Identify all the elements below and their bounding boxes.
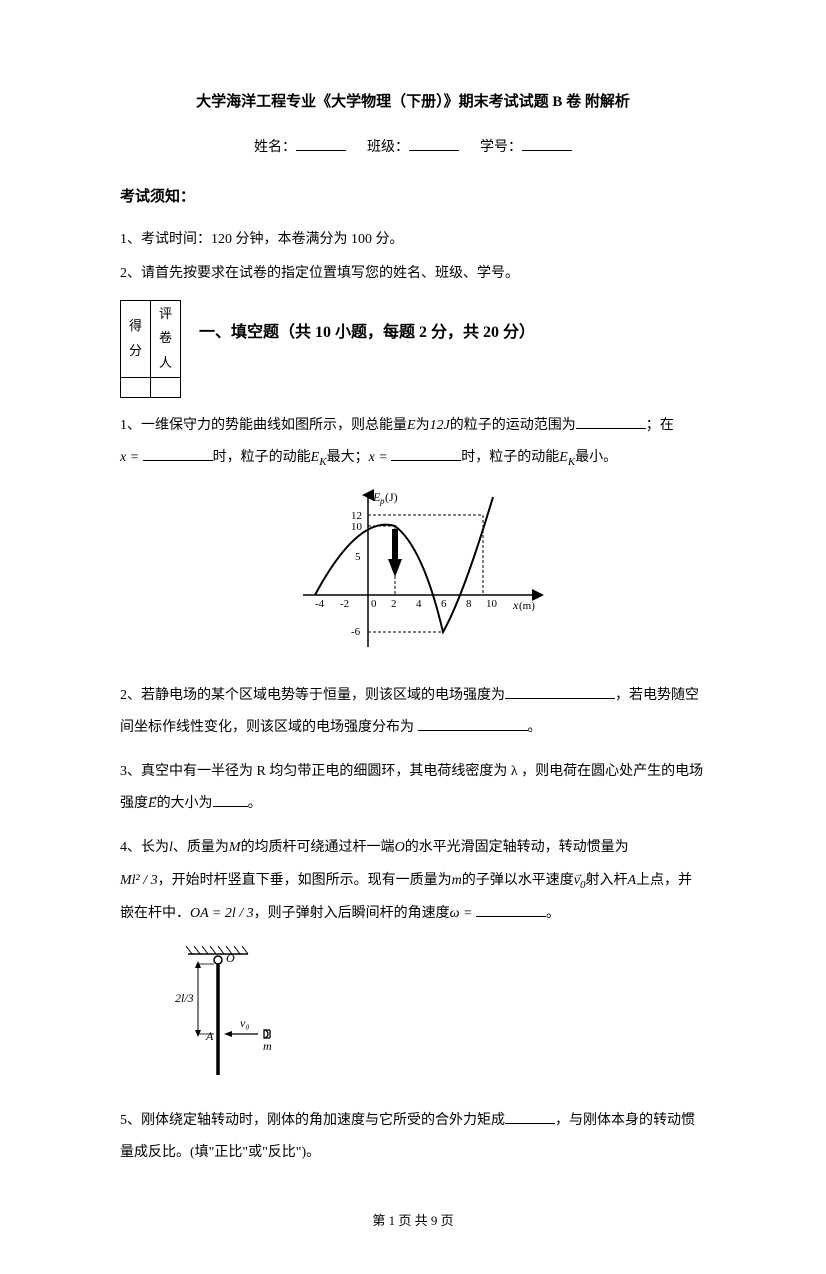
exam-title: 大学海洋工程专业《大学物理（下册）》期末考试试题 B 卷 附解析 <box>120 88 706 117</box>
id-label: 学号： <box>480 140 522 155</box>
score-blank1[interactable] <box>121 377 151 397</box>
svg-text:A: A <box>205 1029 214 1043</box>
class-blank[interactable] <box>409 137 459 151</box>
q3-suffix: 。 <box>248 796 262 811</box>
id-blank[interactable] <box>522 137 572 151</box>
q1-blank2[interactable] <box>143 447 213 461</box>
q1-mid2: ；在 <box>646 418 674 433</box>
q4-ml2: Ml² / 3 <box>120 873 158 888</box>
instruction-1: 1、考试时间：120 分钟，本卷满分为 100 分。 <box>120 227 706 254</box>
q4-O: O <box>395 840 405 855</box>
svg-text:O: O <box>226 951 235 965</box>
q1-ek2: EK <box>559 450 575 465</box>
svg-text:-6: -6 <box>351 626 361 638</box>
q4-mid3: 的水平光滑固定轴转动，转动惯量为 <box>405 840 629 855</box>
q4-A: A <box>627 873 636 888</box>
svg-text:-2: -2 <box>340 598 349 610</box>
rod-diagram: 2l/3 O A v₀ m <box>170 942 290 1082</box>
q4-mid1: 、质量为 <box>173 840 229 855</box>
q2-blank2[interactable] <box>418 717 528 731</box>
class-label: 班级： <box>367 140 409 155</box>
score-blank2[interactable] <box>151 377 181 397</box>
q5-prefix: 5、刚体绕定轴转动时，刚体的角加速度与它所受的合外力矩成 <box>120 1113 505 1128</box>
q4-suffix: 。 <box>546 906 560 921</box>
potential-curve-chart: 12 10 5 -6 -4 -2 0 2 4 6 8 10 E p (J) x … <box>273 487 553 657</box>
score-col2: 评卷人 <box>151 300 181 377</box>
q4-v0: →v0 <box>574 873 586 888</box>
svg-text:(J): (J) <box>385 490 398 504</box>
q4-mid2: 的均质杆可绕通过杆一端 <box>241 840 395 855</box>
q1-x1: x = <box>120 450 139 465</box>
q1-x2: x = <box>369 450 388 465</box>
question-5: 5、刚体绕定轴转动时，刚体的角加速度与它所受的合外力矩成，与刚体本身的转动惯量成… <box>120 1105 706 1169</box>
svg-text:6: 6 <box>441 598 447 610</box>
q1-blank3[interactable] <box>391 447 461 461</box>
svg-text:10: 10 <box>351 521 363 533</box>
q2-blank1[interactable] <box>505 685 615 699</box>
svg-text:2l/3: 2l/3 <box>175 991 194 1005</box>
q1-ek: EK <box>311 450 327 465</box>
section1-title: 一、填空题（共 10 小题，每题 2 分，共 20 分） <box>199 300 535 348</box>
instructions-header: 考试须知： <box>120 183 706 212</box>
q1-mid3: 时，粒子的动能 <box>213 450 311 465</box>
q4-blank[interactable] <box>476 903 546 917</box>
q4-mid5: 的子弹以水平速度 <box>462 873 574 888</box>
question-2: 2、若静电场的某个区域电势等于恒量，则该区域的电场强度为，若电势随空间坐标作线性… <box>120 680 706 744</box>
q2-prefix: 2、若静电场的某个区域电势等于恒量，则该区域的电场强度为 <box>120 688 505 703</box>
q1-mid4: 最大； <box>327 450 369 465</box>
score-table: 得分 评卷人 <box>120 300 181 398</box>
student-info-line: 姓名： 班级： 学号： <box>120 135 706 162</box>
instruction-2: 2、请首先按要求在试卷的指定位置填写您的姓名、班级、学号。 <box>120 261 706 288</box>
q1-mid6: 最小。 <box>575 450 617 465</box>
svg-text:v₀: v₀ <box>240 1016 250 1030</box>
q1-val: 12J <box>430 418 450 433</box>
q4-mid6: 射入杆 <box>585 873 627 888</box>
q4-mid4: ，开始时杆竖直下垂，如图所示。现有一质量为 <box>158 873 452 888</box>
svg-text:10: 10 <box>486 598 498 610</box>
question-4: 4、长为l、质量为M的均质杆可绕通过杆一端O的水平光滑固定轴转动，转动惯量为 M… <box>120 832 706 929</box>
q1-mid1: 的粒子的运动范围为 <box>450 418 576 433</box>
q1-ek-var: E <box>311 450 320 465</box>
name-label: 姓名： <box>254 140 296 155</box>
q1-ek-sub: K <box>319 456 326 468</box>
diagram2-container: 2l/3 O A v₀ m <box>170 942 706 1093</box>
q4-mid8: ，则子弹射入后瞬间杆的角速度 <box>254 906 450 921</box>
q4-m2: m <box>452 873 462 888</box>
score-col1: 得分 <box>121 300 151 377</box>
q4-prefix: 4、长为 <box>120 840 169 855</box>
svg-text:4: 4 <box>416 598 422 610</box>
q3-e-vec: E <box>148 796 157 811</box>
q1-mid5: 时，粒子的动能 <box>461 450 559 465</box>
q3-blank[interactable] <box>213 793 248 807</box>
q1-blank1[interactable] <box>576 415 646 429</box>
name-blank[interactable] <box>296 137 346 151</box>
q4-omega: ω = <box>450 906 473 921</box>
q5-blank[interactable] <box>505 1110 555 1124</box>
svg-text:2: 2 <box>391 598 397 610</box>
svg-text:-4: -4 <box>315 598 325 610</box>
q1-for: 为 <box>416 418 430 433</box>
svg-text:(m): (m) <box>519 600 535 612</box>
q3-mid: 的大小为 <box>157 796 213 811</box>
svg-text:8: 8 <box>466 598 472 610</box>
q1-e: E <box>407 418 416 433</box>
svg-text:0: 0 <box>371 598 377 610</box>
q1-ek2-var: E <box>559 450 568 465</box>
q4-M: M <box>229 840 241 855</box>
chart1-container: 12 10 5 -6 -4 -2 0 2 4 6 8 10 E p (J) x … <box>120 487 706 668</box>
page-footer: 第 1 页 共 9 页 <box>120 1209 706 1234</box>
svg-text:x: x <box>512 598 519 612</box>
question-3: 3、真空中有一半径为 R 均匀带正电的细圆环，其电荷线密度为 λ ，则电荷在圆心… <box>120 756 706 820</box>
q2-suffix: 。 <box>528 720 542 735</box>
svg-text:m: m <box>263 1039 272 1053</box>
question-1: 1、一维保守力的势能曲线如图所示，则总能量E为12J的粒子的运动范围为；在 x … <box>120 410 706 475</box>
svg-text:5: 5 <box>355 551 361 563</box>
q4-OA: OA = 2l / 3 <box>190 906 254 921</box>
q1-prefix: 1、一维保守力的势能曲线如图所示，则总能量 <box>120 418 407 433</box>
